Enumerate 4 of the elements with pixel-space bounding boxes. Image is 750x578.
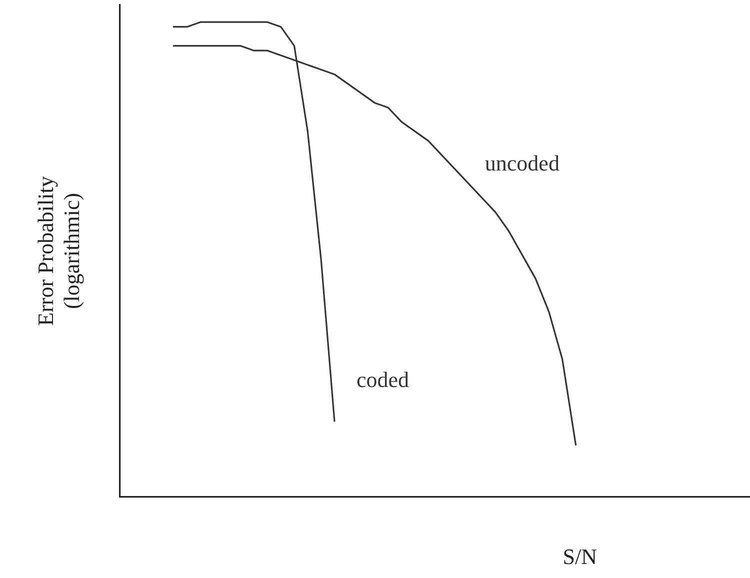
y-axis-title: Error Probability (logarithmic) xyxy=(32,176,84,326)
series-label: uncoded xyxy=(484,150,560,176)
series-label: coded xyxy=(356,366,409,392)
x-axis-title: S/N xyxy=(562,544,598,569)
